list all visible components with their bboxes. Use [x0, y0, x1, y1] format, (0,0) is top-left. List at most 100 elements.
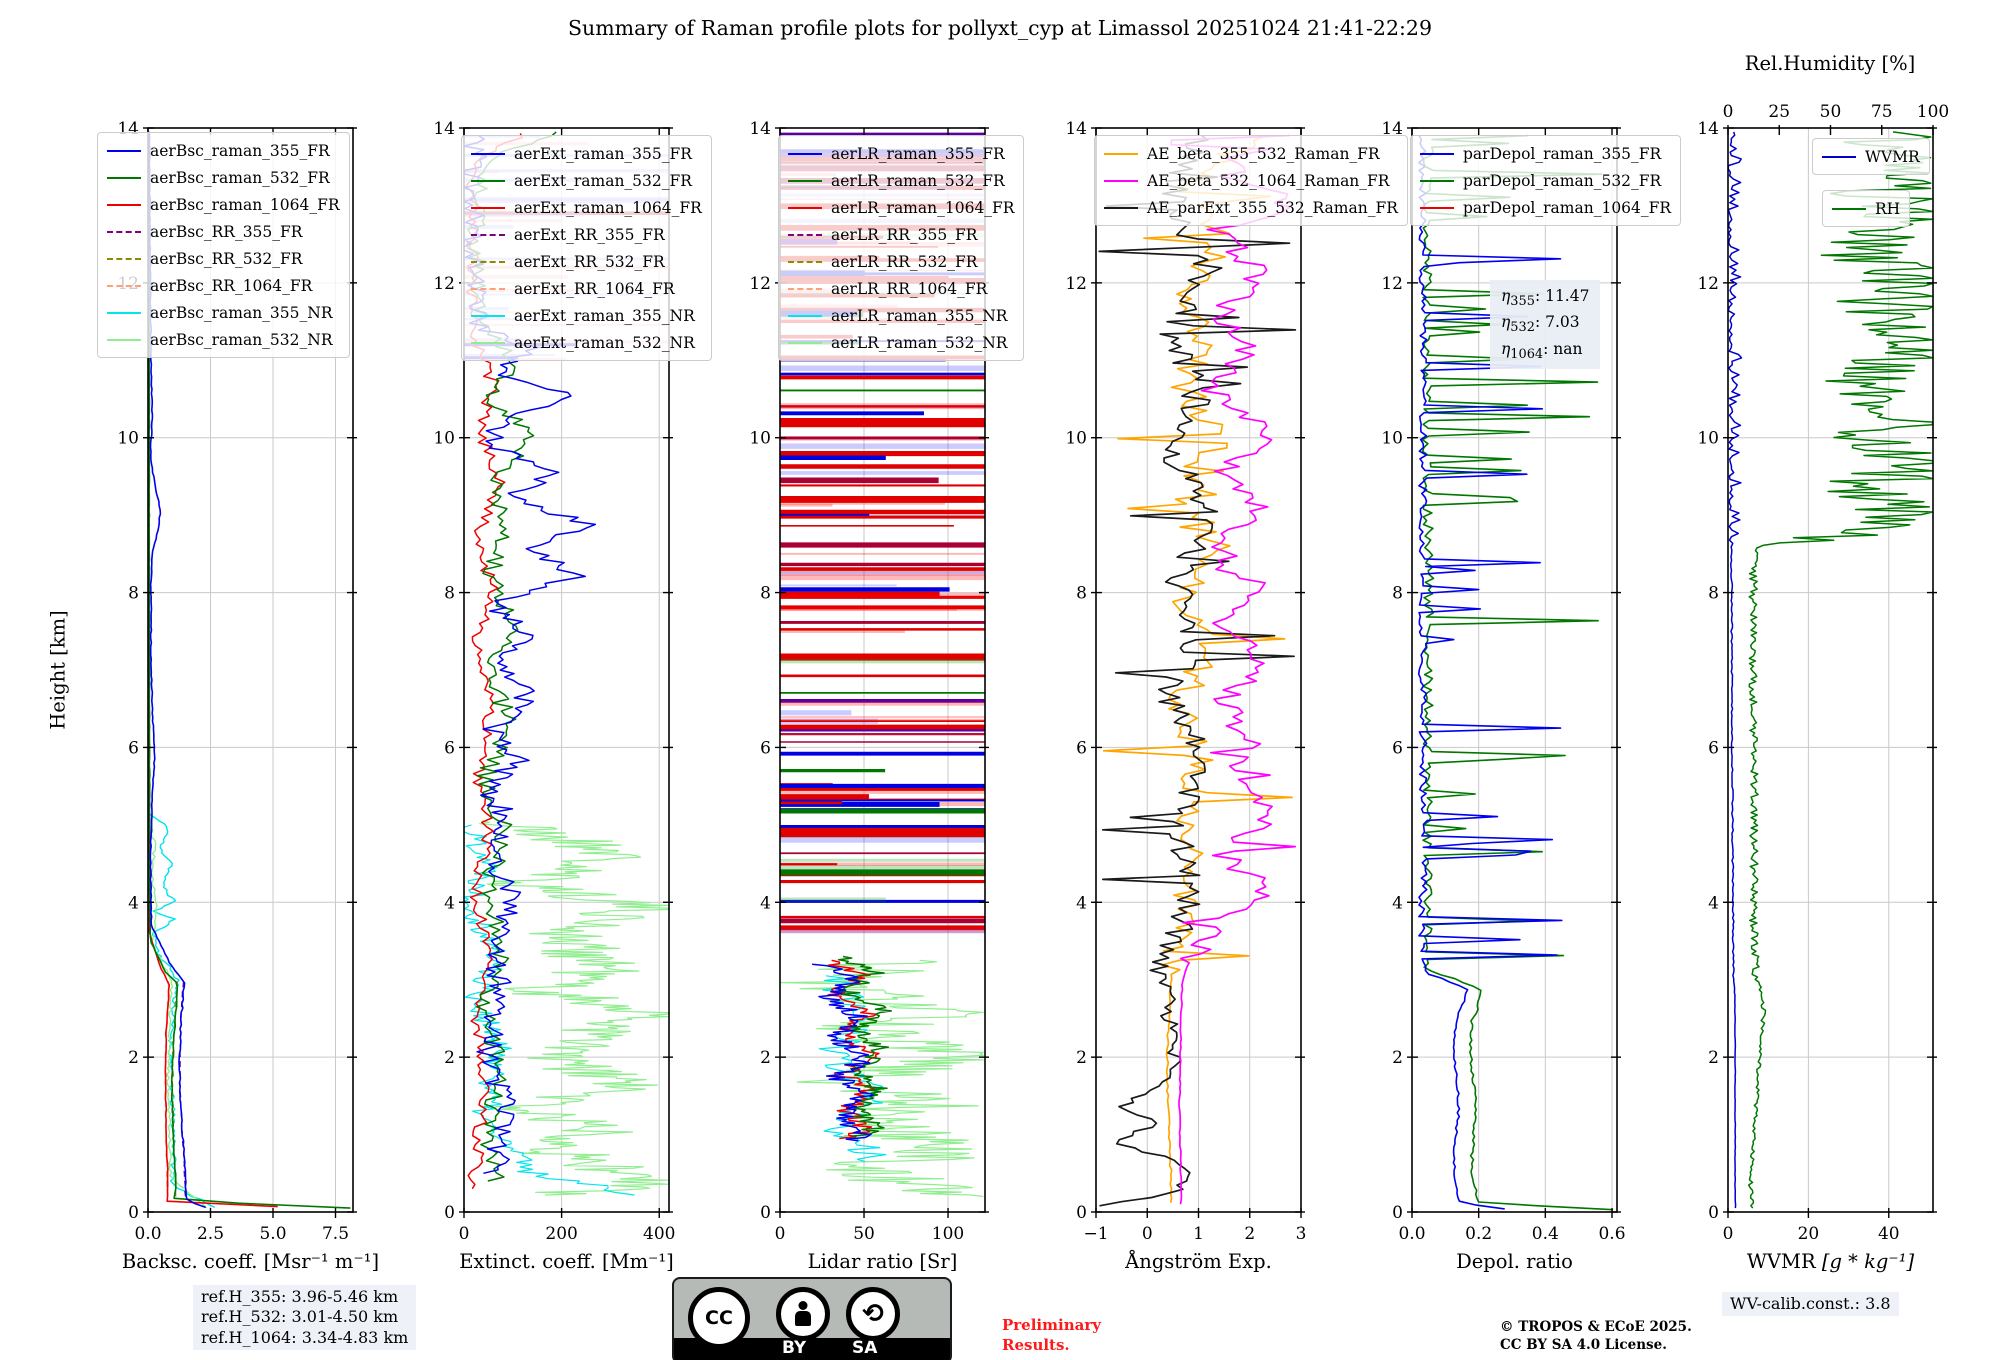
- svg-text:4: 4: [760, 893, 771, 913]
- svg-text:40: 40: [1878, 1224, 1900, 1244]
- legend-entry: aerLR_RR_1064_FR: [788, 275, 1014, 302]
- svg-text:0.2: 0.2: [1465, 1224, 1492, 1244]
- legend-label: aerExt_RR_1064_FR: [514, 279, 675, 298]
- legend-entry: aerExt_raman_355_NR: [471, 302, 702, 329]
- svg-text:2: 2: [444, 1048, 455, 1068]
- legend-entry: aerBsc_raman_1064_FR: [107, 191, 340, 218]
- svg-text:0.0: 0.0: [134, 1224, 161, 1244]
- legend-line-swatch: [788, 152, 822, 155]
- svg-text:10: 10: [749, 429, 771, 449]
- legend-line-swatch: [1104, 206, 1138, 209]
- attribution-person-icon: [776, 1287, 830, 1341]
- eta-value: η1064: nan: [1501, 339, 1583, 363]
- legend-entry: parDepol_raman_1064_FR: [1420, 194, 1671, 221]
- legend-entry: aerExt_raman_532_NR: [471, 329, 702, 356]
- legend-entry: aerBsc_raman_532_NR: [107, 326, 340, 353]
- svg-text:4: 4: [1076, 893, 1087, 913]
- svg-text:0: 0: [444, 1203, 455, 1223]
- legend-label: aerLR_raman_355_NR: [831, 306, 1008, 325]
- legend-entry: aerExt_RR_1064_FR: [471, 275, 702, 302]
- svg-text:0: 0: [1076, 1203, 1087, 1223]
- legend-line-swatch: [788, 287, 822, 290]
- svg-text:8: 8: [444, 584, 455, 604]
- legend-angstrom: AE_beta_355_532_Raman_FR AE_beta_532_1064…: [1094, 135, 1408, 226]
- legend-line-swatch: [788, 233, 822, 236]
- legend-line-swatch: [107, 149, 141, 152]
- svg-text:20: 20: [1798, 1224, 1820, 1244]
- legend-entry: aerExt_raman_355_FR: [471, 140, 702, 167]
- svg-text:2: 2: [1392, 1048, 1403, 1068]
- legend-label: AE_parExt_355_532_Raman_FR: [1147, 198, 1398, 217]
- svg-text:0: 0: [760, 1203, 771, 1223]
- svg-text:200: 200: [545, 1224, 577, 1244]
- x-axis-label-angstrom: Ångström Exp.: [1125, 1250, 1272, 1273]
- legend-label: aerLR_RR_1064_FR: [831, 279, 988, 298]
- eta-annotation-box: η355: 11.47 η532: 7.03 η1064: nan: [1490, 280, 1601, 370]
- legend-label: aerBsc_raman_1064_FR: [150, 195, 340, 214]
- svg-text:7.5: 7.5: [322, 1224, 349, 1244]
- legend-line-swatch: [107, 284, 141, 287]
- svg-text:14: 14: [1381, 119, 1403, 139]
- legend-label: aerLR_RR_532_FR: [831, 252, 978, 271]
- legend-line-swatch: [1420, 152, 1454, 155]
- legend-entry: aerLR_raman_532_FR: [788, 167, 1014, 194]
- svg-text:0: 0: [1723, 1224, 1734, 1244]
- legend-label: parDepol_raman_532_FR: [1463, 171, 1662, 190]
- legend-entry: aerBsc_raman_532_FR: [107, 164, 340, 191]
- share-alike-icon: ⟲: [846, 1287, 900, 1341]
- svg-text:8: 8: [1076, 584, 1087, 604]
- x-axis-label-lidar_ratio: Lidar ratio [Sr]: [807, 1250, 958, 1273]
- legend-entry: aerExt_RR_532_FR: [471, 248, 702, 275]
- legend-label: aerBsc_RR_355_FR: [150, 222, 303, 241]
- legend-entry: AE_parExt_355_532_Raman_FR: [1104, 194, 1398, 221]
- svg-text:100: 100: [1917, 102, 1949, 122]
- legend-entry: parDepol_raman_355_FR: [1420, 140, 1671, 167]
- legend-line-swatch: [788, 260, 822, 263]
- legend-entry: aerBsc_RR_1064_FR: [107, 272, 340, 299]
- legend-entry: aerExt_raman_532_FR: [471, 167, 702, 194]
- legend-label: aerExt_raman_1064_FR: [514, 198, 702, 217]
- svg-text:2: 2: [1244, 1224, 1255, 1244]
- legend-entry: aerLR_raman_532_NR: [788, 329, 1014, 356]
- reference-height-box: ref.H_355: 3.96-5.46 km ref.H_532: 3.01-…: [193, 1285, 417, 1351]
- svg-text:3: 3: [1296, 1224, 1307, 1244]
- ref-h-355: ref.H_355: 3.96-5.46 km: [201, 1287, 399, 1306]
- legend-entry: AE_beta_355_532_Raman_FR: [1104, 140, 1398, 167]
- cc-by-label: BY: [782, 1338, 807, 1358]
- cc-icon: CC: [688, 1287, 750, 1349]
- eta-value: η355: 11.47: [1501, 287, 1590, 310]
- svg-text:14: 14: [433, 119, 455, 139]
- legend-line-swatch: [471, 260, 505, 263]
- legend-entry: parDepol_raman_532_FR: [1420, 167, 1671, 194]
- legend-entry: aerBsc_RR_532_FR: [107, 245, 340, 272]
- legend-label: AE_beta_355_532_Raman_FR: [1147, 144, 1380, 163]
- svg-text:0: 0: [1723, 102, 1734, 122]
- legend-label: aerBsc_raman_532_FR: [150, 168, 330, 187]
- legend-label: aerExt_raman_355_FR: [514, 144, 692, 163]
- cc-sa-label: SA: [852, 1338, 878, 1358]
- svg-text:0.4: 0.4: [1532, 1224, 1559, 1244]
- legend-line-swatch: [107, 203, 141, 206]
- svg-text:4: 4: [128, 893, 139, 913]
- x-axis-label-extinction: Extinct. coeff. [Mm⁻¹]: [459, 1250, 674, 1273]
- legend-entry: aerLR_raman_355_FR: [788, 140, 1014, 167]
- svg-text:12: 12: [1381, 274, 1403, 294]
- legend-label: aerExt_RR_355_FR: [514, 225, 665, 244]
- x-axis-label-backscatter: Backsc. coeff. [Msr⁻¹ m⁻¹]: [121, 1250, 380, 1273]
- svg-text:6: 6: [1392, 738, 1403, 758]
- eta-value: η532: 7.03: [1501, 313, 1580, 336]
- svg-text:400: 400: [643, 1224, 675, 1244]
- svg-text:8: 8: [1708, 584, 1719, 604]
- legend-line-swatch: [471, 152, 505, 155]
- svg-text:25: 25: [1768, 102, 1790, 122]
- legend-label: parDepol_raman_355_FR: [1463, 144, 1662, 163]
- legend-label: aerLR_raman_1064_FR: [831, 198, 1015, 217]
- legend-line-swatch: [471, 179, 505, 182]
- svg-text:10: 10: [1381, 429, 1403, 449]
- svg-text:10: 10: [1065, 429, 1087, 449]
- preliminary-note: Preliminary Results.: [1002, 1316, 1101, 1354]
- ref-h-532: ref.H_532: 3.01-4.50 km: [201, 1307, 399, 1327]
- legend-entry: aerBsc_raman_355_NR: [107, 299, 340, 326]
